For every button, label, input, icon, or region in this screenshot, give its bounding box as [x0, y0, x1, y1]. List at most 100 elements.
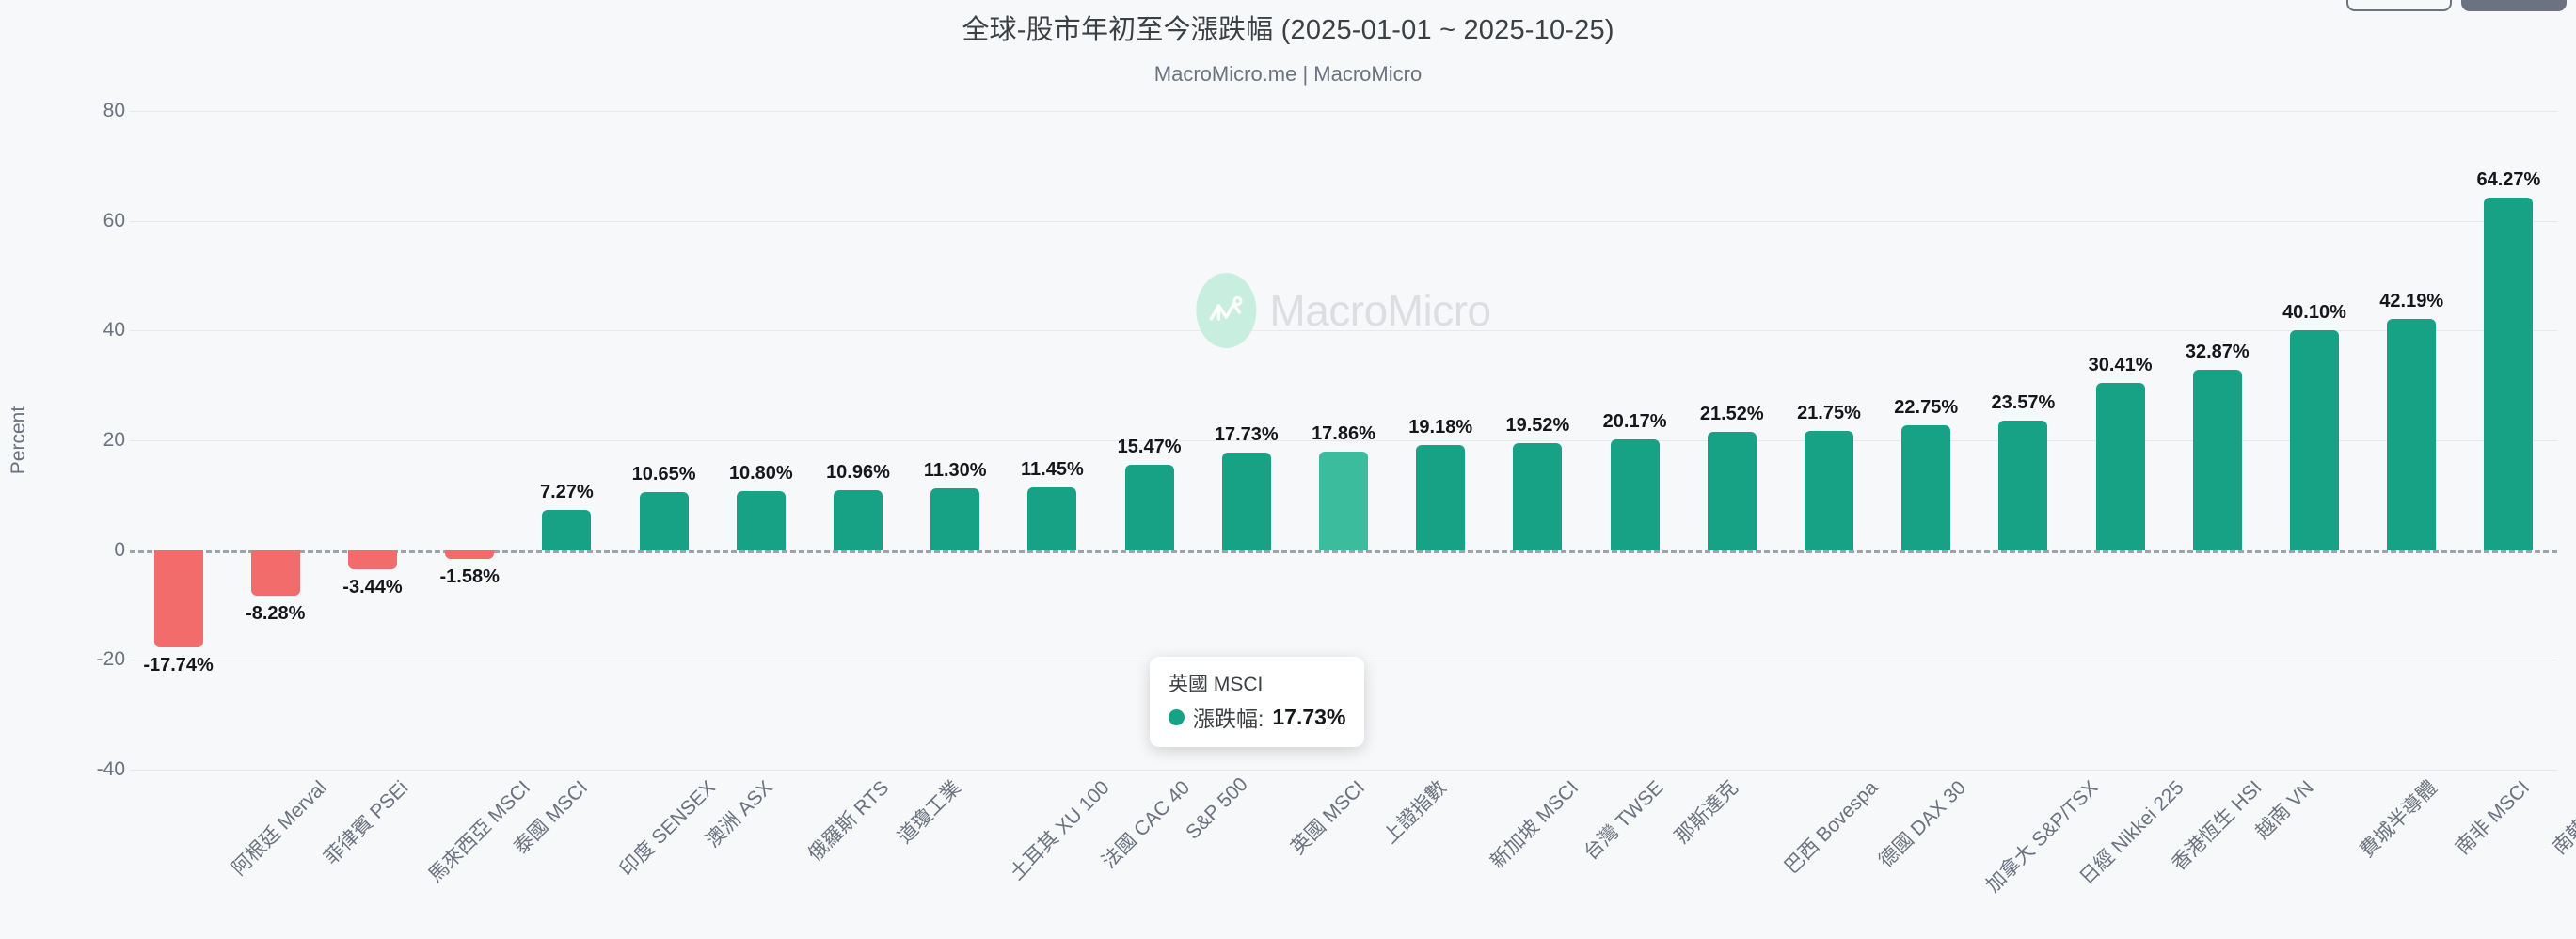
gridline: [130, 440, 2557, 441]
bar[interactable]: [1998, 421, 2048, 550]
bar[interactable]: [639, 491, 689, 550]
bar-slot[interactable]: 11.45%: [1004, 111, 1101, 770]
x-axis-tick-label: 英國 MSCI: [1286, 776, 1369, 859]
y-axis-tick: -40: [96, 758, 125, 780]
bar[interactable]: [542, 510, 592, 550]
bar-value-label: 11.45%: [1021, 458, 1084, 480]
bar-slot[interactable]: 15.47%: [1101, 111, 1198, 770]
x-axis-tick-label: 那斯達克: [1670, 776, 1742, 849]
bar-value-label: 10.80%: [728, 462, 793, 484]
bar[interactable]: [1318, 452, 1368, 550]
gridline: [130, 220, 2557, 222]
x-axis-tick-label: 上證指數: [1379, 776, 1451, 849]
bar-slot[interactable]: 64.27%: [2460, 111, 2557, 770]
bar[interactable]: [930, 487, 980, 550]
bar-slot[interactable]: 32.87%: [2169, 111, 2266, 770]
bar-slot[interactable]: 17.73%: [1198, 111, 1295, 770]
bar[interactable]: [2484, 197, 2534, 550]
bar-value-label: 21.52%: [1699, 404, 1764, 425]
bar[interactable]: [1027, 486, 1077, 550]
bar-series: -17.74% -8.28% -3.44% -1.58% 7.27% 10.65% 10.8…: [130, 111, 2557, 770]
x-axis-tick-label: 費城半導體: [2356, 776, 2441, 863]
bar-slot[interactable]: 21.52%: [1683, 111, 1780, 770]
x-axis-tick-label: 台灣 TWSE: [1580, 776, 1668, 865]
bar-value-label: 10.96%: [826, 461, 890, 483]
x-axis-tick-label: S&P 500: [1181, 773, 1252, 844]
bar-slot[interactable]: 19.52%: [1489, 111, 1586, 770]
bar-slot[interactable]: 7.27%: [518, 111, 615, 770]
bar-slot[interactable]: 10.96%: [809, 111, 906, 770]
bar-slot[interactable]: 10.65%: [615, 111, 712, 770]
bar-value-label: 11.30%: [923, 459, 987, 481]
chart-title: 全球-股市年初至今漲跌幅 (2025-01-01 ~ 2025-10-25): [962, 15, 1614, 45]
bar[interactable]: [2387, 318, 2437, 550]
y-axis-tick: 40: [103, 319, 125, 342]
chart-tooltip: 英國 MSCI 漲跌幅: 17.73%: [1150, 657, 1365, 747]
bar-value-label: 10.65%: [631, 463, 696, 485]
bar-value-label: 21.75%: [1797, 402, 1861, 423]
gridline: [130, 330, 2557, 332]
filled-button[interactable]: [2461, 0, 2567, 11]
top-right-controls: [2346, 0, 2567, 11]
zero-line: [130, 549, 2557, 553]
bar-value-label: 15.47%: [1117, 437, 1182, 458]
x-axis-tick-label: 道瓊工業: [894, 776, 965, 849]
bar-slot[interactable]: 40.10%: [2266, 111, 2362, 770]
x-axis-tick-label: 土耳其 XU 100: [1006, 776, 1114, 885]
bar[interactable]: [833, 489, 883, 550]
bar-slot[interactable]: 21.75%: [1780, 111, 1877, 770]
outline-button[interactable]: [2346, 0, 2452, 11]
bar-value-label: 17.73%: [1214, 424, 1279, 446]
bar-value-label: -1.58%: [439, 565, 500, 587]
bar-slot[interactable]: -17.74%: [130, 111, 227, 770]
bar[interactable]: [1221, 453, 1271, 550]
bar-value-label: 20.17%: [1602, 411, 1667, 432]
bar-slot[interactable]: 30.41%: [2072, 111, 2169, 770]
bar[interactable]: [2289, 329, 2339, 550]
bar[interactable]: [153, 549, 203, 648]
bar-slot[interactable]: 23.57%: [1975, 111, 2072, 770]
bar[interactable]: [1416, 444, 1466, 550]
bar[interactable]: [1804, 430, 1853, 550]
y-axis-tick: 80: [103, 100, 125, 121]
bar-slot[interactable]: -1.58%: [421, 111, 518, 770]
bar-slot[interactable]: 19.18%: [1392, 111, 1489, 770]
bar-slot[interactable]: 10.80%: [712, 111, 809, 770]
bar-slot[interactable]: 17.86%: [1295, 111, 1391, 770]
tooltip-value: 17.73%: [1272, 704, 1346, 729]
bar[interactable]: [1707, 432, 1757, 550]
bar[interactable]: [1513, 442, 1563, 550]
chart-subtitle: MacroMicro.me | MacroMicro: [1153, 62, 1423, 86]
bar[interactable]: [347, 549, 397, 569]
bar-value-label: 42.19%: [2379, 290, 2444, 311]
bar-slot[interactable]: 42.19%: [2363, 111, 2460, 770]
bar[interactable]: [250, 549, 300, 596]
bar-value-label: 40.10%: [2282, 301, 2346, 323]
x-axis-tick-label: 巴西 Bovespa: [1780, 776, 1883, 879]
bar-slot[interactable]: -8.28%: [227, 111, 324, 770]
bar[interactable]: [1124, 465, 1174, 550]
x-axis-tick-label: 德國 DAX 30: [1874, 776, 1971, 872]
bar-value-label: 19.52%: [1505, 414, 1570, 436]
bar[interactable]: [1610, 439, 1660, 550]
tooltip-row: 漲跌幅: 17.73%: [1169, 701, 1345, 733]
bar-value-label: 30.41%: [2088, 355, 2153, 376]
bar[interactable]: [2192, 369, 2242, 550]
x-axis-tick-label: 南非 MSCI: [2452, 776, 2535, 859]
bar[interactable]: [1901, 424, 1951, 550]
bar-slot[interactable]: -3.44%: [324, 111, 421, 770]
bar[interactable]: [445, 549, 495, 559]
y-axis-tick: 60: [103, 209, 125, 231]
bar-slot[interactable]: 20.17%: [1586, 111, 1683, 770]
bar-value-label: -3.44%: [342, 576, 403, 597]
bar-value-label: 7.27%: [540, 482, 594, 503]
bar-value-label: 17.86%: [1312, 423, 1375, 445]
tooltip-metric-label: 漲跌幅:: [1193, 707, 1264, 731]
bar-slot[interactable]: 22.75%: [1878, 111, 1975, 770]
y-axis-tick: -20: [96, 648, 125, 671]
bar[interactable]: [736, 490, 786, 550]
bar[interactable]: [2095, 383, 2145, 550]
bar-slot[interactable]: 11.30%: [907, 111, 1004, 770]
x-axis-tick-label: 菲律賓 PSEi: [320, 776, 413, 869]
bar-value-label: 19.18%: [1408, 416, 1473, 438]
